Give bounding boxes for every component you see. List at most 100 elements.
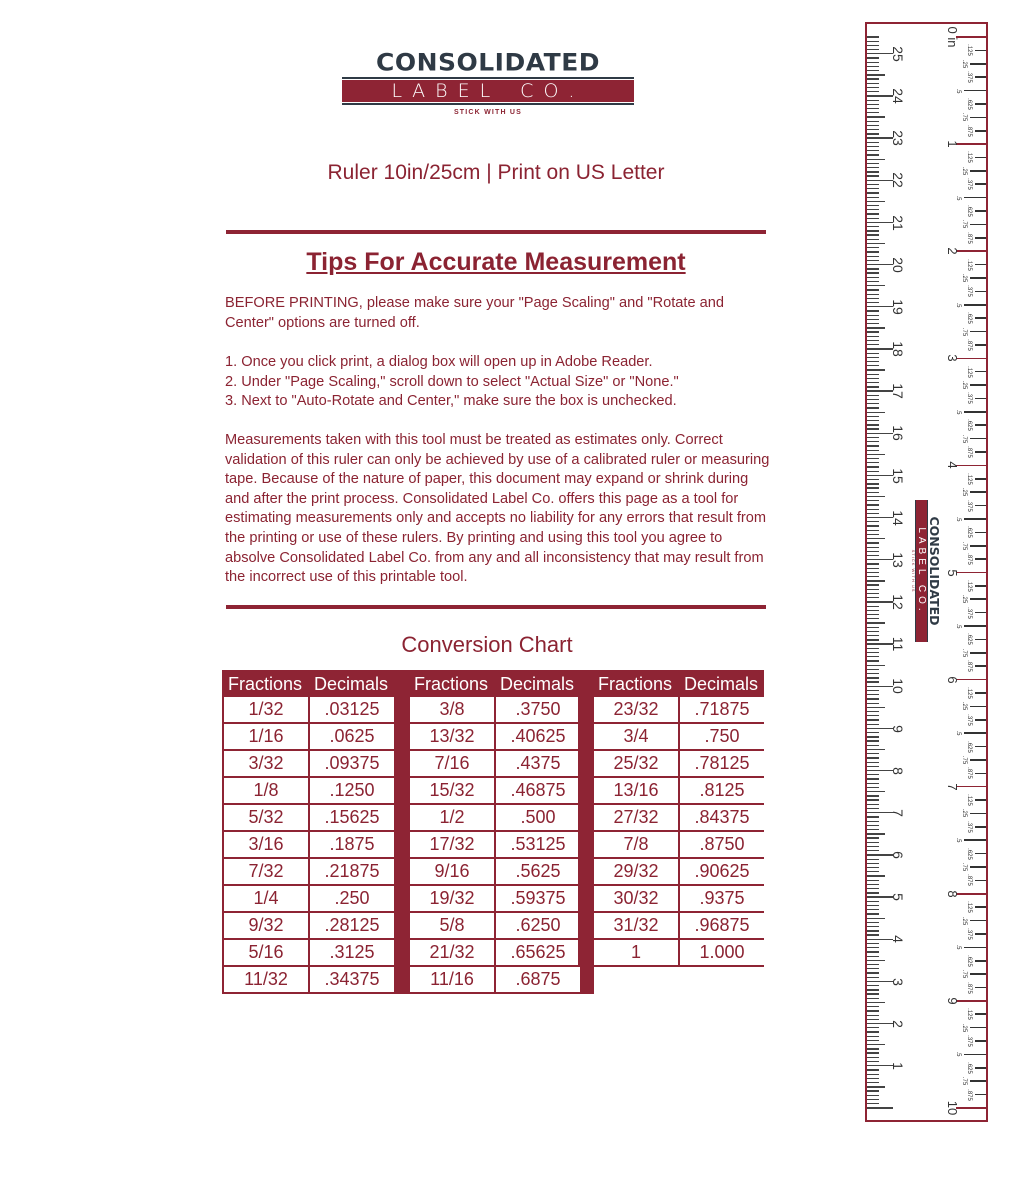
fraction-label: .375 (966, 821, 972, 833)
inch-tick (975, 1040, 986, 1042)
inch-tick (970, 1026, 986, 1029)
mm-tick (867, 112, 879, 114)
mm-tick (867, 314, 879, 316)
inch-tick (964, 196, 986, 199)
mm-tick (867, 310, 879, 312)
cm-label: 10 (890, 678, 906, 695)
mm-tick (867, 483, 879, 485)
mm-tick (867, 188, 879, 190)
mm-tick (867, 963, 879, 966)
inch-tick (956, 1000, 986, 1002)
fraction-cell: 29/32 (594, 859, 678, 884)
mm-tick (867, 226, 879, 228)
mm-tick (867, 660, 879, 662)
mm-tick (867, 892, 879, 894)
mm-tick (867, 1031, 879, 1033)
mm-tick (867, 390, 893, 392)
mm-tick (867, 1022, 893, 1025)
inch-tick (975, 477, 986, 480)
mm-tick (867, 129, 879, 131)
mm-tick (867, 242, 885, 245)
cm-label: 13 (890, 552, 906, 568)
mm-tick (867, 601, 893, 603)
fraction-label: .375 (966, 392, 972, 405)
mm-tick (867, 554, 879, 557)
mm-tick (867, 639, 879, 641)
mm-tick (867, 1077, 879, 1080)
mm-tick (867, 213, 879, 215)
mm-tick (867, 445, 879, 447)
inch-tick (975, 156, 986, 159)
mm-tick (867, 921, 879, 924)
mm-tick (867, 74, 885, 76)
inch-tick (975, 986, 986, 989)
cm-label: 12 (890, 594, 906, 610)
mm-tick (867, 516, 893, 519)
inch-tick (975, 317, 986, 319)
inch-tick (956, 1107, 986, 1109)
mm-tick (867, 748, 885, 751)
decimal-cell: .46875 (496, 778, 580, 803)
inch-tick (975, 585, 986, 587)
logo-letter: C (520, 80, 544, 102)
decimal-cell: .5625 (496, 859, 580, 884)
mm-tick (867, 495, 885, 498)
mm-tick (867, 816, 879, 818)
cm-label: 2 (890, 1019, 906, 1028)
inch-tick (970, 223, 986, 226)
mm-tick (867, 521, 879, 523)
mm-tick (867, 605, 879, 607)
inch-tick (956, 36, 986, 38)
fraction-cell: 3/16 (224, 832, 308, 857)
mm-tick (867, 812, 893, 814)
decimal-cell: .90625 (680, 859, 764, 884)
mm-tick (867, 727, 893, 730)
inch-label: 8 (945, 890, 960, 898)
mm-tick (867, 550, 879, 552)
mm-tick (867, 875, 885, 877)
fraction-cell: 13/32 (410, 724, 494, 749)
mm-tick (867, 1086, 885, 1088)
step: 3. Next to "Auto-Rotate and Center," mak… (225, 393, 677, 410)
mm-tick (867, 508, 879, 510)
mm-tick (867, 158, 885, 160)
cm-label: 1 (890, 1061, 906, 1070)
mm-tick (867, 1094, 879, 1096)
mm-tick (867, 694, 879, 696)
inch-label: 1 (945, 140, 960, 148)
mm-tick (867, 1060, 879, 1063)
inch-tick (975, 290, 986, 293)
mm-tick (867, 580, 885, 582)
fraction-label: .5 (955, 88, 961, 94)
mm-tick (867, 542, 879, 544)
mm-tick (867, 698, 879, 700)
mm-tick (867, 382, 879, 384)
mm-tick (867, 204, 879, 207)
mm-tick (867, 247, 879, 249)
mm-tick (867, 103, 879, 106)
fraction-cell: 1/8 (224, 778, 308, 803)
inch-label: 4 (945, 461, 960, 469)
mm-tick (867, 858, 879, 860)
mm-tick (867, 339, 879, 342)
decimal-cell: .15625 (310, 805, 394, 830)
mm-tick (867, 403, 879, 405)
mm-tick (867, 761, 879, 763)
inch-tick (975, 933, 986, 935)
inch-tick (975, 665, 986, 667)
mm-tick (867, 871, 879, 873)
inch-tick (975, 183, 986, 186)
fraction-cell: 9/16 (410, 859, 494, 884)
fraction-cell: 30/32 (594, 886, 678, 911)
cm-label: 24 (890, 88, 906, 104)
cm-label: 8 (890, 766, 906, 775)
mm-tick (867, 200, 885, 203)
mm-tick (867, 255, 879, 257)
fraction-cell: 15/32 (410, 778, 494, 803)
mm-tick (867, 546, 879, 548)
mm-tick (867, 904, 879, 907)
mm-tick (867, 420, 879, 422)
mm-tick (867, 980, 893, 983)
inch-tick (975, 49, 986, 52)
mm-tick (867, 799, 879, 801)
